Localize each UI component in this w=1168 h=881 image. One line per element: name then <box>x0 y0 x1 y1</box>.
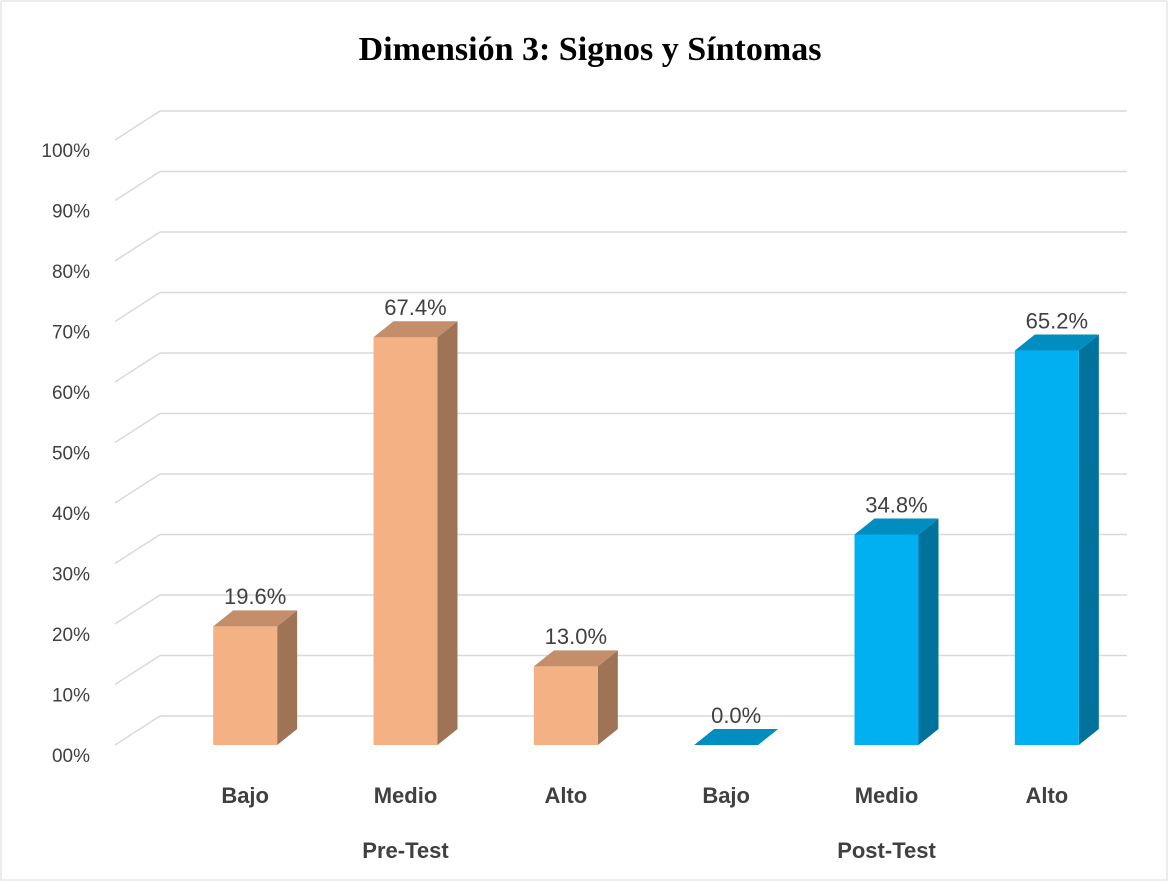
bar <box>1014 334 1099 745</box>
x-tick-label: Medio <box>855 783 919 808</box>
bar-front <box>1014 350 1079 745</box>
y-tick-label: 30% <box>52 565 90 586</box>
y-tick-label: 50% <box>52 444 90 465</box>
x-tick-label: Medio <box>374 783 438 808</box>
y-tick-label: 40% <box>52 504 90 525</box>
group-label: Post-Test <box>837 838 936 863</box>
bar-side <box>918 518 939 745</box>
side-grid-line <box>114 654 161 686</box>
x-tick-label: Bajo <box>221 783 269 808</box>
bar <box>694 729 779 745</box>
value-label: 65.2% <box>1026 308 1088 333</box>
value-label: 13.0% <box>545 624 607 649</box>
x-tick-label: Alto <box>1025 783 1068 808</box>
side-grid-line <box>114 170 161 202</box>
bar <box>373 321 458 745</box>
y-tick-label: 00% <box>52 746 90 767</box>
bar-top <box>854 518 939 535</box>
bar-side <box>597 650 618 745</box>
value-label: 67.4% <box>384 295 446 320</box>
value-label: 34.8% <box>865 492 927 517</box>
side-grid-line <box>114 110 161 141</box>
bar-front <box>533 666 598 745</box>
bar-top <box>373 321 458 338</box>
bar-top <box>694 729 779 745</box>
y-tick-label: 60% <box>52 383 90 404</box>
bar-side <box>1078 334 1099 745</box>
side-grid-line <box>114 594 161 625</box>
bar <box>854 518 939 745</box>
y-tick-label: 20% <box>52 625 90 646</box>
group-label: Pre-Test <box>362 838 449 863</box>
y-tick-label: 80% <box>52 262 90 283</box>
bar-front <box>854 534 919 745</box>
bar-front <box>373 337 438 745</box>
bar <box>533 650 618 745</box>
side-grid-line <box>114 473 161 504</box>
bar-top <box>533 650 618 667</box>
side-grid-line <box>114 291 161 323</box>
y-tick-label: 70% <box>52 323 90 344</box>
side-grid-line <box>114 533 161 565</box>
y-tick-label: 10% <box>52 686 90 707</box>
bar-side <box>277 610 298 745</box>
side-grid-line <box>114 352 161 383</box>
side-grid-line <box>114 412 161 444</box>
bar-top <box>1014 334 1099 351</box>
x-tick-label: Alto <box>544 783 587 808</box>
value-label: 0.0% <box>711 703 761 728</box>
value-label: 19.6% <box>224 584 286 609</box>
bar-front <box>213 626 278 745</box>
bar-top <box>213 610 298 627</box>
side-grid-line <box>114 231 161 262</box>
chart-title: Dimensión 3: Signos y Síntomas <box>359 31 822 68</box>
y-tick-label: 100% <box>41 141 90 162</box>
bar <box>213 610 298 745</box>
bar-side <box>437 321 458 745</box>
x-tick-label: Bajo <box>702 783 750 808</box>
side-grid-line <box>114 715 161 746</box>
y-tick-label: 90% <box>52 202 90 223</box>
